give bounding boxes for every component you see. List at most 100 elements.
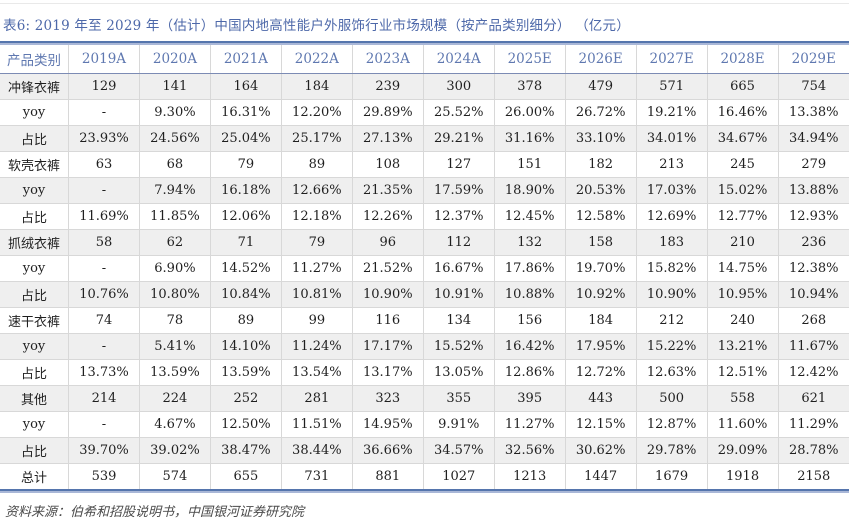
cell-value: 11.24% bbox=[280, 333, 353, 360]
table-row: 其他 214 224 252 281 323 355 395 443 500 558 621 bbox=[0, 385, 849, 412]
row-label: 其他 bbox=[0, 385, 69, 412]
row-label: yoy bbox=[0, 333, 69, 360]
cell-value: 500 bbox=[635, 385, 708, 412]
column-header-year: 2024A bbox=[422, 45, 495, 74]
cell-value: 34.01% bbox=[635, 125, 708, 152]
table-row: 总计 539 574 655 731 881 1027 1213 1447 1679 1918 215… bbox=[0, 463, 849, 489]
table-bottom-rule bbox=[0, 489, 849, 493]
cell-value: 108 bbox=[351, 151, 424, 178]
cell-value: 655 bbox=[209, 463, 282, 489]
cell-value: 16.67% bbox=[422, 255, 495, 282]
cell-value: 355 bbox=[422, 385, 495, 412]
cell-value: 39.70% bbox=[68, 437, 140, 464]
cell-value: 78 bbox=[138, 307, 211, 334]
cell-value: 17.86% bbox=[493, 255, 566, 282]
market-size-table: 产品类别 2019A 2020A 2021A 2022A 2023A 2024A 2025E 2… bbox=[0, 45, 849, 489]
cell-value: 212 bbox=[635, 307, 708, 334]
cell-value: 15.02% bbox=[706, 177, 779, 204]
cell-value: 239 bbox=[351, 73, 424, 100]
title-divider-dark-line bbox=[0, 41, 849, 43]
row-label: yoy bbox=[0, 255, 69, 282]
cell-value: 11.69% bbox=[68, 203, 140, 230]
cell-value: 11.29% bbox=[777, 411, 849, 438]
cell-value: 13.38% bbox=[777, 99, 849, 126]
cell-value: 13.59% bbox=[138, 359, 211, 386]
cell-value: 17.95% bbox=[564, 333, 637, 360]
cell-value: 1918 bbox=[706, 463, 779, 489]
title-divider-rule bbox=[0, 41, 849, 45]
column-header-year: 2025E bbox=[493, 45, 566, 74]
column-header-year: 2026E bbox=[564, 45, 637, 74]
cell-value: 16.18% bbox=[209, 177, 282, 204]
cell-value: 281 bbox=[280, 385, 353, 412]
table-row: 占比 39.70% 39.02% 38.47% 38.44% 36.66% 34.57% 32… bbox=[0, 437, 849, 464]
table-row: 占比 11.69% 11.85% 12.06% 12.18% 12.26% 12.37% 12… bbox=[0, 203, 849, 230]
cell-value: 300 bbox=[422, 73, 495, 100]
cell-value: 29.21% bbox=[422, 125, 495, 152]
cell-value: 13.05% bbox=[422, 359, 495, 386]
cell-value: 31.16% bbox=[493, 125, 566, 152]
cell-value: 13.17% bbox=[351, 359, 424, 386]
cell-value: 11.27% bbox=[493, 411, 566, 438]
cell-value: 2158 bbox=[777, 463, 849, 489]
table-row: 占比 23.93% 24.56% 25.04% 25.17% 27.13% 29.21% 31… bbox=[0, 125, 849, 152]
cell-value: 164 bbox=[209, 73, 282, 100]
source-note: 资料来源：伯希和招股说明书，中国银河证券研究院 bbox=[5, 505, 305, 520]
cell-value: 28.78% bbox=[777, 437, 849, 464]
cell-value: 71 bbox=[209, 229, 282, 256]
cell-value: 183 bbox=[635, 229, 708, 256]
cell-value: 17.59% bbox=[422, 177, 495, 204]
cell-value: 156 bbox=[493, 307, 566, 334]
page-top-divider bbox=[0, 3, 849, 4]
cell-value: 129 bbox=[68, 73, 140, 100]
cell-value: 12.93% bbox=[777, 203, 849, 230]
cell-value: 68 bbox=[138, 151, 211, 178]
cell-value: 7.94% bbox=[138, 177, 211, 204]
cell-value: 29.78% bbox=[635, 437, 708, 464]
cell-value: 15.22% bbox=[635, 333, 708, 360]
cell-value: 34.94% bbox=[777, 125, 849, 152]
cell-value: 25.17% bbox=[280, 125, 353, 152]
cell-value: 158 bbox=[564, 229, 637, 256]
cell-value: 39.02% bbox=[138, 437, 211, 464]
cell-value: 20.53% bbox=[564, 177, 637, 204]
cell-value: 89 bbox=[280, 151, 353, 178]
cell-value: 36.66% bbox=[351, 437, 424, 464]
row-label: 占比 bbox=[0, 437, 69, 464]
cell-value: 12.45% bbox=[493, 203, 566, 230]
cell-value: 10.80% bbox=[138, 281, 211, 308]
row-label: 冲锋衣裤 bbox=[7, 81, 60, 96]
table-header: 产品类别 2019A 2020A 2021A 2022A 2023A 2024A 2025E 2… bbox=[0, 45, 849, 74]
cell-value: 279 bbox=[777, 151, 849, 178]
cell-value: 182 bbox=[564, 151, 637, 178]
cell-value: 12.51% bbox=[706, 359, 779, 386]
cell-value: 539 bbox=[68, 463, 140, 489]
cell-value: 24.56% bbox=[138, 125, 211, 152]
cell-value: 10.84% bbox=[209, 281, 282, 308]
row-label: yoy bbox=[0, 411, 69, 438]
cell-value: 236 bbox=[777, 229, 849, 256]
title-divider-light-line bbox=[0, 43, 849, 45]
cell-value: 12.58% bbox=[564, 203, 637, 230]
cell-value: 12.69% bbox=[635, 203, 708, 230]
cell-value: 29.89% bbox=[351, 99, 424, 126]
cell-value: 10.90% bbox=[635, 281, 708, 308]
cell-value: 4.67% bbox=[138, 411, 211, 438]
report-table-page: 表6: 2019 年至 2029 年（估计）中国内地高性能户外服饰行业市场规模（… bbox=[0, 3, 849, 521]
cell-value: 23.93% bbox=[68, 125, 140, 152]
row-label: 速干衣裤 bbox=[0, 307, 69, 334]
cell-value: 11.85% bbox=[138, 203, 211, 230]
cell-value: 26.72% bbox=[564, 99, 637, 126]
cell-value: 27.13% bbox=[351, 125, 424, 152]
row-label: yoy bbox=[0, 99, 69, 126]
cell-value: 574 bbox=[138, 463, 211, 489]
cell-value: 96 bbox=[351, 229, 424, 256]
cell-value: 443 bbox=[564, 385, 637, 412]
cell-value: 479 bbox=[564, 73, 637, 100]
cell-value: 34.67% bbox=[706, 125, 779, 152]
cell-value: 14.95% bbox=[351, 411, 424, 438]
table-row: yoy -5.41% 14.10% 11.24% 17.17% 15.52% 16.42% 1… bbox=[0, 333, 849, 360]
cell-value: 9.91% bbox=[422, 411, 495, 438]
cell-value: 12.38% bbox=[777, 255, 849, 282]
column-header-category: 产品类别 bbox=[0, 45, 69, 74]
